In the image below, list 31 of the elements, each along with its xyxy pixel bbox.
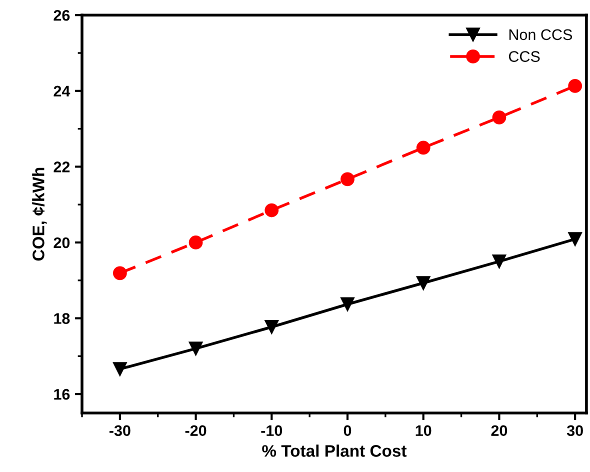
point bbox=[492, 254, 506, 268]
point bbox=[112, 362, 127, 376]
y-tick-label: 24 bbox=[54, 86, 70, 96]
x-axis-title: % Total Plant Cost bbox=[262, 444, 407, 457]
point bbox=[416, 276, 430, 290]
point bbox=[340, 297, 354, 312]
y-tick-label: 16 bbox=[54, 388, 70, 400]
point bbox=[492, 110, 506, 124]
x-tick-label: -20 bbox=[185, 425, 206, 436]
y-tick-label: 20 bbox=[54, 237, 70, 248]
y-tick-label: 26 bbox=[54, 10, 70, 21]
y-axis-title: COE, ¢/kWh bbox=[32, 168, 47, 261]
point bbox=[112, 266, 127, 280]
x-tick-label: 0 bbox=[344, 425, 352, 436]
x-tick-label: 20 bbox=[491, 425, 508, 436]
x-tick-label: 30 bbox=[566, 425, 583, 436]
point bbox=[188, 342, 203, 356]
point bbox=[264, 320, 279, 334]
y-tick-label: 22 bbox=[54, 162, 70, 172]
x-tick-label: -30 bbox=[109, 425, 130, 436]
point bbox=[188, 236, 203, 250]
point bbox=[340, 172, 354, 186]
point bbox=[416, 140, 430, 155]
x-tick-label: 10 bbox=[416, 425, 432, 436]
legend-label: Non CCS bbox=[509, 29, 572, 40]
point bbox=[264, 203, 279, 218]
y-tick-label: 18 bbox=[54, 313, 70, 324]
point bbox=[568, 232, 582, 246]
x-tick-label: -10 bbox=[261, 425, 282, 436]
point bbox=[568, 79, 582, 93]
legend-label: CCS bbox=[508, 51, 540, 62]
